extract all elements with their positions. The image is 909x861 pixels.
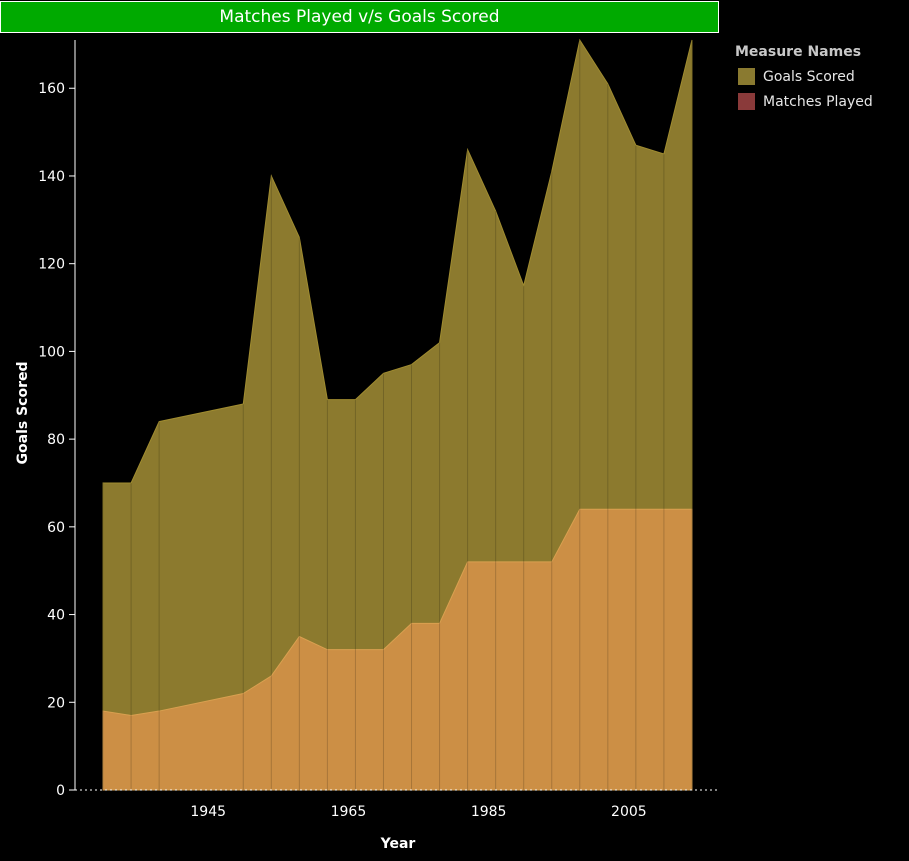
- x-axis-title: Year: [380, 836, 416, 852]
- x-tick-label: 1985: [471, 804, 507, 820]
- x-tick-label: 2005: [611, 804, 647, 820]
- legend-item-goals-scored[interactable]: Goals Scored: [735, 64, 873, 89]
- chart-axes: 0 20 40 60 80 100 120 140 160 1945 1965 1985 2005: [38, 40, 720, 820]
- chart-areas: [102, 38, 693, 791]
- y-tick-label: 100: [38, 344, 65, 360]
- y-tick-label: 80: [47, 432, 65, 448]
- y-tick-label: 20: [47, 695, 65, 711]
- y-tick-label: 0: [56, 783, 65, 799]
- chart-title-bar: Matches Played v/s Goals Scored: [0, 1, 719, 33]
- legend-label-goals-scored: Goals Scored: [763, 68, 855, 85]
- y-tick-label: 140: [38, 169, 65, 185]
- y-tick-label: 160: [38, 81, 65, 97]
- x-tick-label: 1965: [331, 804, 367, 820]
- legend-swatch-goals-scored: [738, 68, 755, 85]
- chart-title: Matches Played v/s Goals Scored: [219, 7, 500, 27]
- legend-title: Measure Names: [735, 44, 862, 60]
- y-axis-title: Goals Scored: [15, 362, 31, 465]
- y-tick-label: 60: [47, 520, 65, 536]
- x-tick-label: 1945: [190, 804, 226, 820]
- legend-item-matches-played[interactable]: Matches Played: [735, 89, 873, 114]
- legend-swatch-matches-played: [738, 93, 755, 110]
- legend-label-matches-played: Matches Played: [763, 93, 873, 110]
- y-tick-label: 120: [38, 257, 65, 273]
- legend: Measure Names Goals Scored Matches Playe…: [735, 44, 873, 114]
- y-tick-label: 40: [47, 608, 65, 624]
